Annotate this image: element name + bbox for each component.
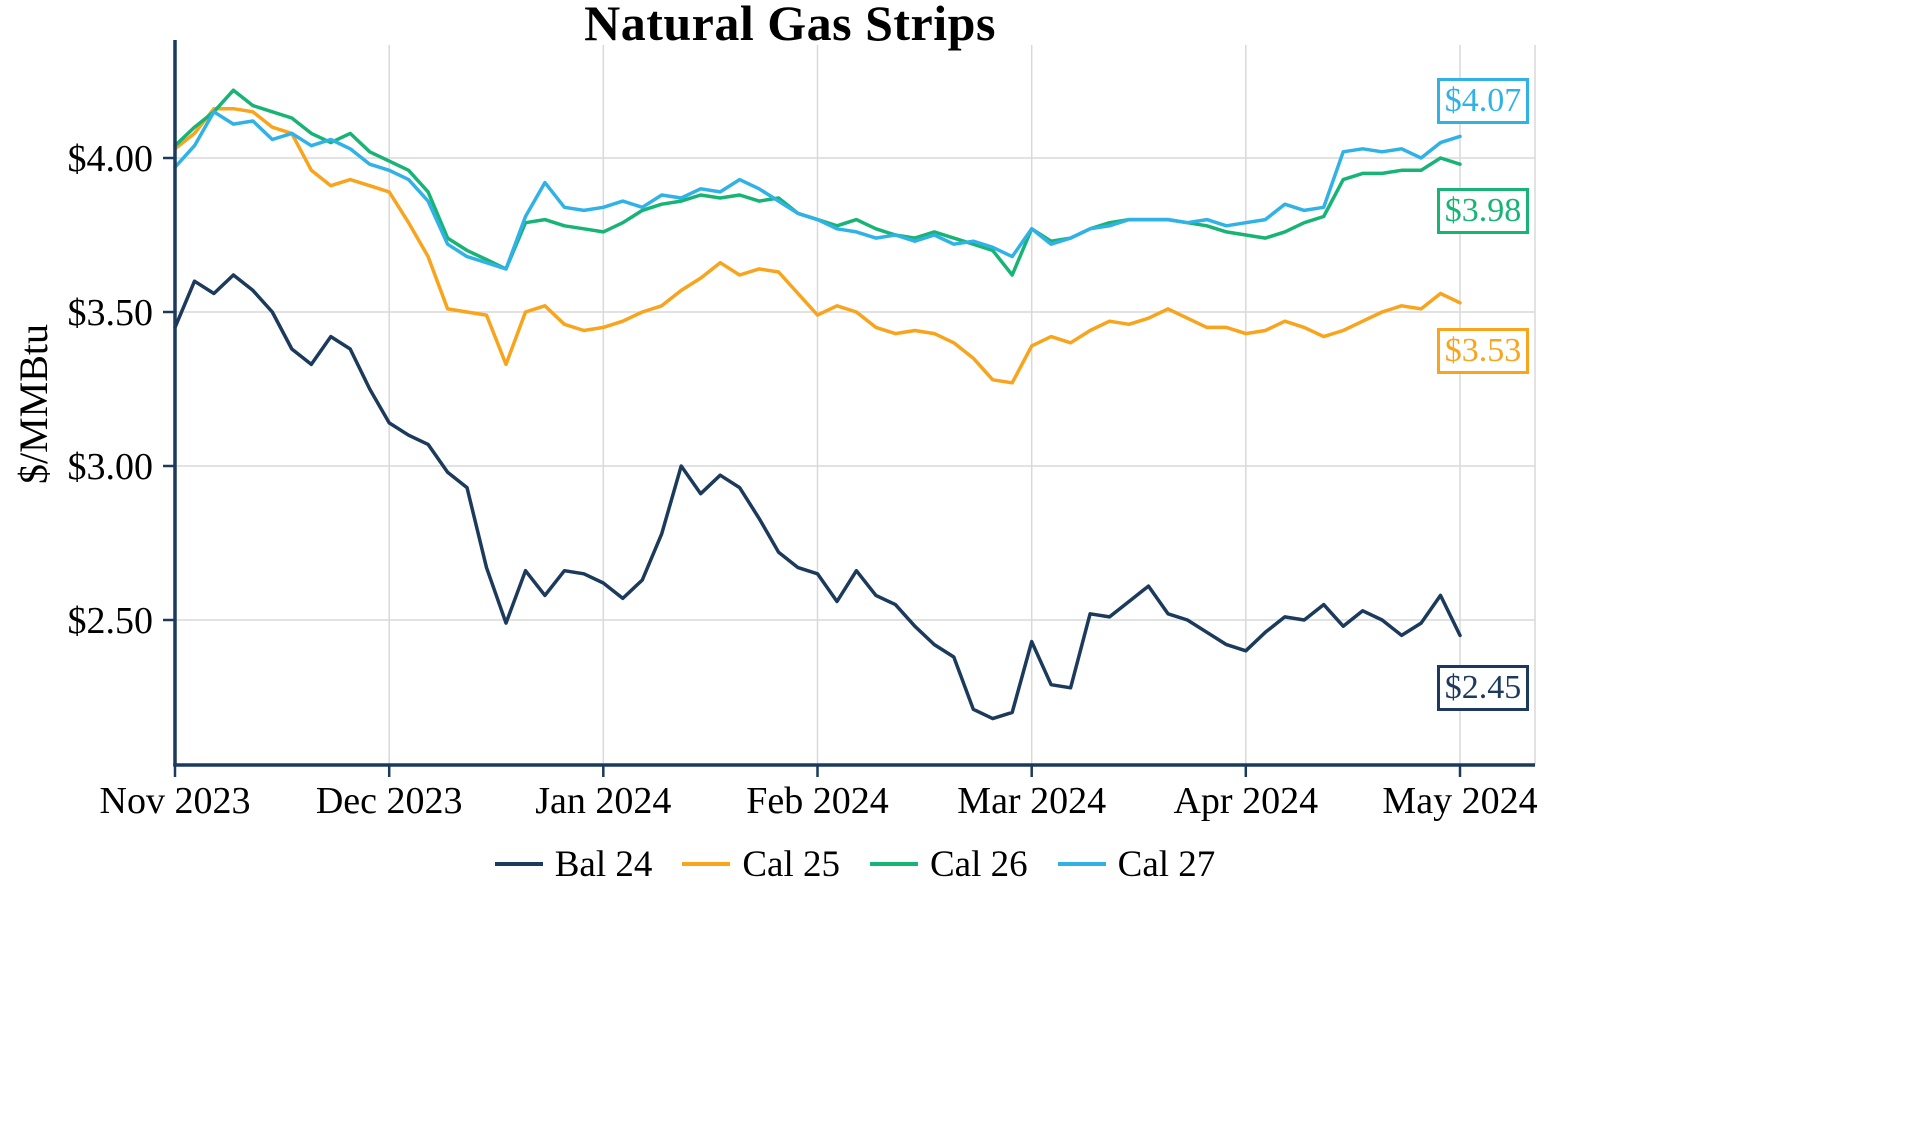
legend-swatch-cal-26 [870,862,918,866]
end-price-label-bal-24: $2.45 [1437,665,1529,711]
y-tick-label--4-00: $4.00 [68,138,154,180]
series-line-bal-24 [173,273,1462,721]
x-tick-label-feb-2024: Feb 2024 [746,780,889,822]
series-line-cal-25 [173,106,1462,385]
legend-swatch-bal-24 [494,862,543,866]
chart-legend: Bal 24 Cal 25 Cal 26 Cal 27 [175,840,1535,888]
legend-swatch-cal-27 [1057,862,1106,866]
end-price-label-cal-26: $3.98 [1437,188,1529,234]
legend-item-cal-25: Cal 25 [682,843,840,886]
legend-item-cal-27: Cal 27 [1057,843,1216,886]
legend-label-cal-25: Cal 25 [742,843,840,885]
x-tick-label-dec-2023: Dec 2023 [316,780,463,822]
legend-swatch-cal-25 [682,862,731,866]
legend-item-bal-24: Bal 24 [494,843,653,886]
end-price-label-cal-27: $4.07 [1437,78,1529,124]
x-tick-label-may-2024: May 2024 [1382,780,1537,822]
y-tick-label--2-50: $2.50 [68,600,154,642]
x-tick-label-apr-2024: Apr 2024 [1173,780,1318,822]
chart-title: Natural Gas Strips [584,0,996,51]
legend-label-bal-24: Bal 24 [554,843,653,885]
x-tick-label-mar-2024: Mar 2024 [957,780,1106,822]
x-tick-label-nov-2023: Nov 2023 [100,780,251,822]
series-line-cal-27 [173,110,1462,271]
end-price-label-cal-25: $3.53 [1437,328,1529,374]
y-tick-label--3-50: $3.50 [68,292,154,334]
y-tick-label--3-00: $3.00 [68,446,154,488]
legend-item-cal-26: Cal 26 [870,843,1028,886]
x-tick-label-jan-2024: Jan 2024 [535,780,671,822]
legend-label-cal-27: Cal 27 [1117,843,1216,885]
legend-label-cal-26: Cal 26 [930,843,1028,885]
